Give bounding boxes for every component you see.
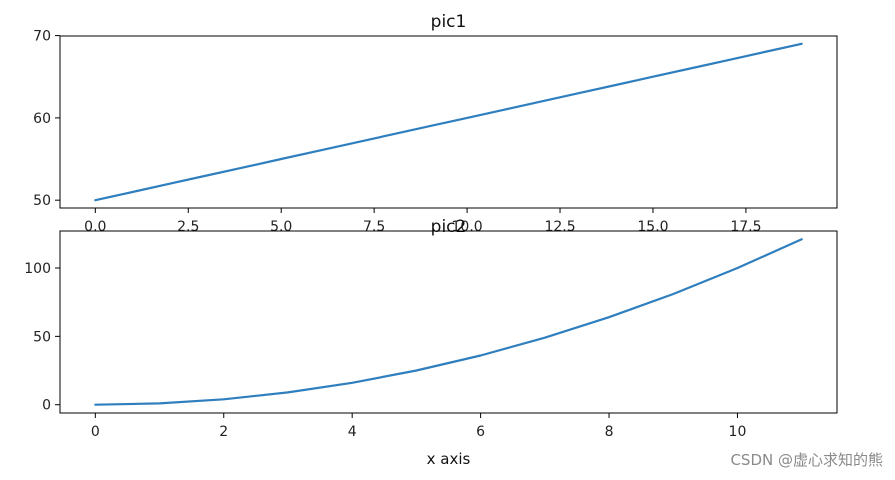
x-tick-label: 7.5 xyxy=(363,219,385,235)
x-tick-label: 8 xyxy=(605,424,614,440)
x-tick-label: 12.5 xyxy=(544,219,575,235)
subplot-title: pic1 xyxy=(431,12,467,32)
x-axis-label: x axis xyxy=(427,450,471,468)
subplot-title: pic2 xyxy=(431,217,467,237)
y-tick-label: 50 xyxy=(33,193,51,209)
series-line xyxy=(94,238,803,406)
y-ticks: 0 50 100 xyxy=(24,261,60,414)
x-tick-label: 4 xyxy=(348,424,357,440)
watermark: CSDN @虚心求知的熊 xyxy=(730,451,883,469)
x-tick-label: 10 xyxy=(729,424,747,440)
y-tick-label: 0 xyxy=(42,398,51,414)
x-tick-label: 2 xyxy=(219,424,228,440)
y-tick-label: 100 xyxy=(24,261,51,277)
y-tick-label: 70 xyxy=(33,29,51,45)
y-tick-label: 50 xyxy=(33,329,51,345)
x-tick-label: 15.0 xyxy=(637,219,668,235)
axes-frame xyxy=(59,35,838,209)
x-tick-label: 17.5 xyxy=(730,219,761,235)
y-ticks: 50 60 70 xyxy=(33,29,60,209)
y-tick-label: 60 xyxy=(33,111,51,127)
x-tick-label: 0.0 xyxy=(84,219,106,235)
x-tick-label: 0 xyxy=(91,424,100,440)
x-tick-label: 6 xyxy=(476,424,485,440)
x-tick-label: 5.0 xyxy=(270,219,292,235)
x-ticks: 0 2 4 6 8 10 xyxy=(91,413,747,440)
subplot-pic2: pic2 0 2 4 6 8 10 0 50 100 x axis xyxy=(24,217,838,468)
x-tick-label: 2.5 xyxy=(177,219,199,235)
series-line xyxy=(94,42,803,202)
axes-frame xyxy=(59,230,838,414)
